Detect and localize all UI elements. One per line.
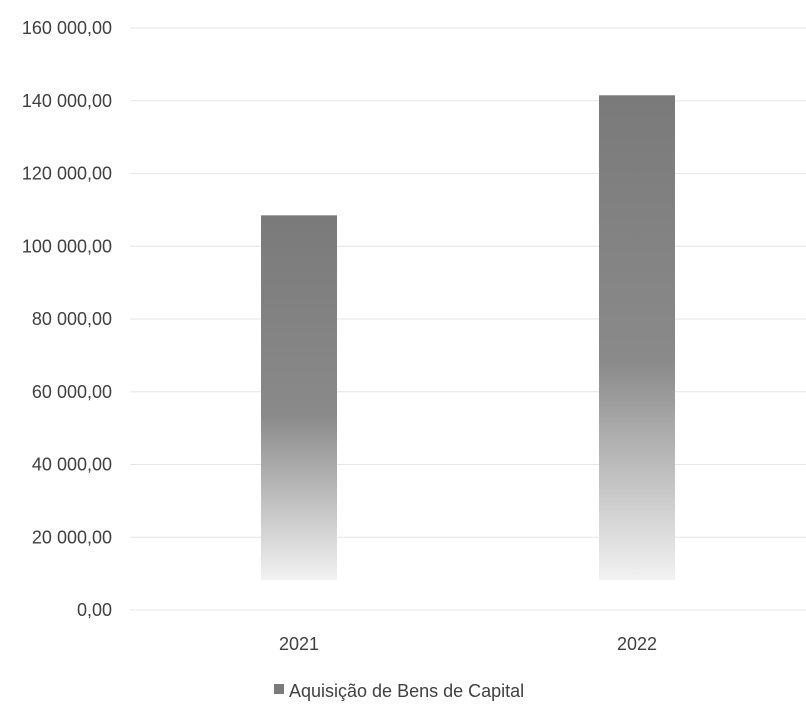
y-tick-label: 40 000,00 [32, 455, 112, 475]
y-axis-ticks: 0,00 20 000,00 40 000,00 60 000,00 80 000,00… [22, 18, 112, 620]
y-tick-label: 80 000,00 [32, 309, 112, 329]
bar-2021 [261, 215, 337, 581]
y-tick-label: 120 000,00 [22, 164, 112, 184]
legend-label: Aquisição de Bens de Capital [289, 681, 524, 701]
bar-2022 [599, 95, 675, 580]
y-tick-label: 160 000,00 [22, 18, 112, 38]
gridlines [130, 27, 806, 611]
y-tick-label: 140 000,00 [22, 91, 112, 111]
x-category-label: 2021 [279, 634, 319, 654]
x-axis-labels: 2021 2022 [279, 634, 657, 654]
legend: Aquisição de Bens de Capital [274, 681, 524, 701]
y-tick-label: 60 000,00 [32, 382, 112, 402]
y-tick-label: 20 000,00 [32, 527, 112, 547]
y-tick-label: 0,00 [77, 600, 112, 620]
bars [261, 95, 675, 581]
legend-swatch [274, 684, 284, 694]
y-tick-label: 100 000,00 [22, 236, 112, 256]
x-category-label: 2022 [617, 634, 657, 654]
